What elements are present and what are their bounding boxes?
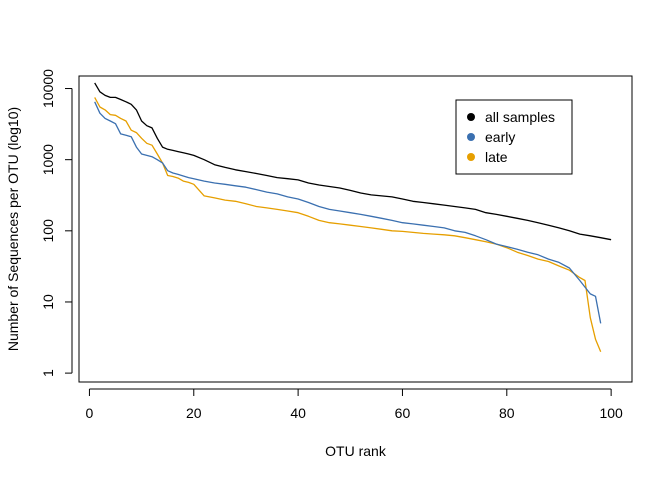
y-axis-label: Number of Sequences per OTU (log10) <box>5 107 21 351</box>
y-tick-label: 10 <box>40 294 56 310</box>
series-line-all-samples <box>94 82 612 241</box>
x-tick-label: 20 <box>186 405 202 421</box>
x-tick-label: 100 <box>599 405 623 421</box>
legend-box <box>455 99 573 175</box>
x-axis-label: OTU rank <box>325 443 387 459</box>
y-tick-label: 100 <box>40 219 56 243</box>
legend-marker-late <box>467 153 475 161</box>
y-tick-label: 10000 <box>40 69 56 108</box>
y-tick-label: 1 <box>40 369 56 377</box>
series-line-early <box>94 101 602 324</box>
x-tick-label: 40 <box>290 405 306 421</box>
x-tick-label: 80 <box>499 405 515 421</box>
plot-box <box>78 75 633 383</box>
series-layer <box>94 82 612 352</box>
legend-marker-all-samples <box>467 113 475 121</box>
x-axis: 0 20 40 60 80 100 <box>86 388 623 421</box>
legend-marker-early <box>467 133 475 141</box>
legend-label-all-samples: all samples <box>485 109 555 125</box>
x-tick-label: 60 <box>395 405 411 421</box>
legend-label-early: early <box>485 129 515 145</box>
y-axis: 1 10 100 1000 10000 <box>40 69 73 377</box>
legend: all samples early late <box>455 99 573 175</box>
y-tick-label: 1000 <box>40 144 56 175</box>
legend-label-late: late <box>485 149 508 165</box>
series-line-late <box>94 97 602 352</box>
x-tick-label: 0 <box>86 405 94 421</box>
